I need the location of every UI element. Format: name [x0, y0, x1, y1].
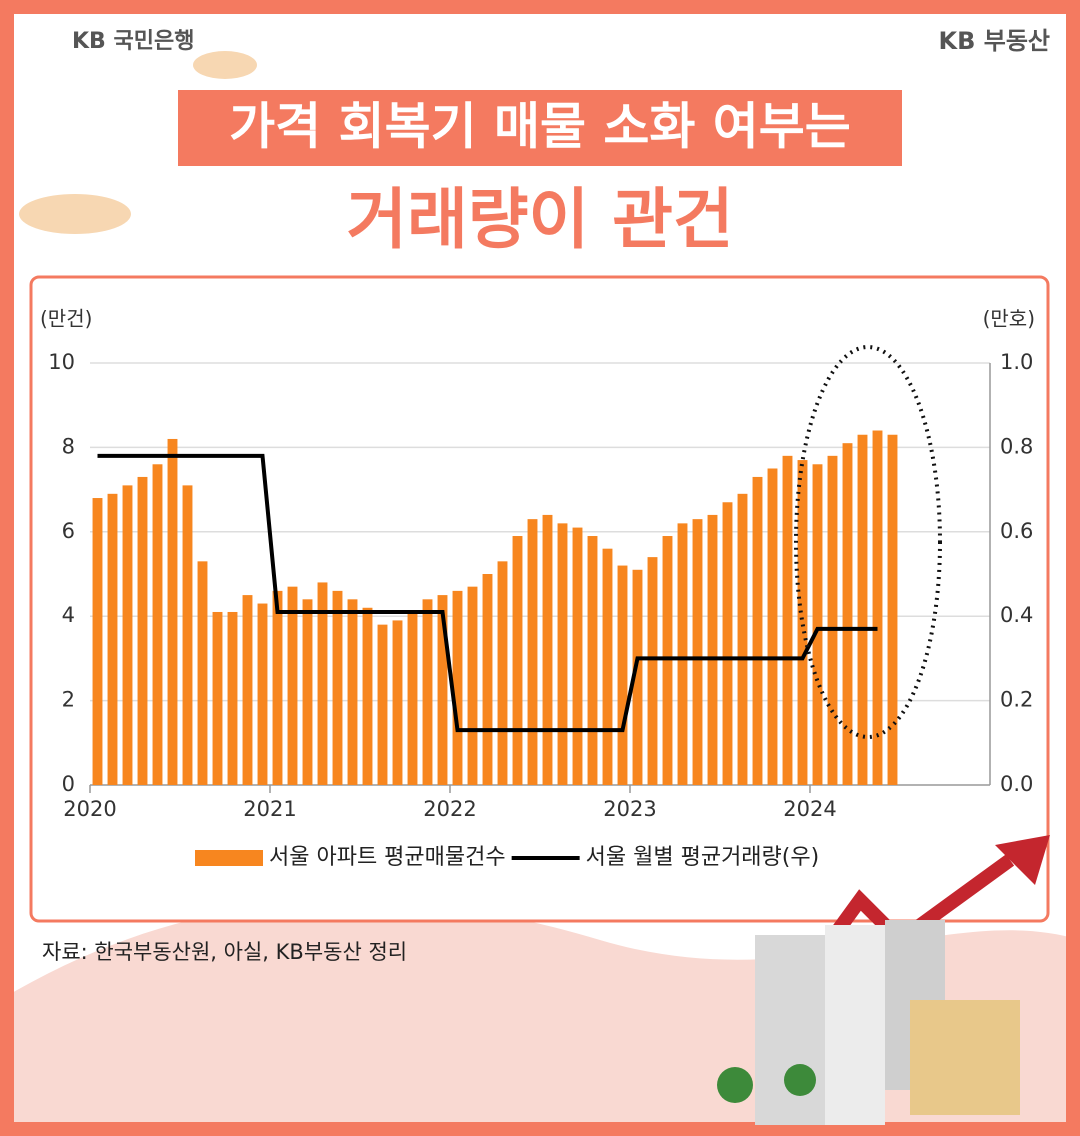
bar: [782, 455, 793, 785]
bar: [617, 565, 628, 785]
bar: [602, 548, 613, 785]
building: [825, 925, 885, 1125]
bar: [662, 536, 673, 785]
y2-tick-label: 0.2: [1000, 688, 1033, 712]
legend-label: 서울 월별 평균거래량(우): [586, 845, 820, 870]
bar: [647, 557, 658, 785]
bar: [632, 569, 643, 785]
x-tick-label: 2020: [63, 797, 116, 821]
bar: [707, 514, 718, 785]
bar: [212, 611, 223, 785]
bar: [107, 493, 118, 785]
bar: [812, 464, 823, 785]
title-line2: 거래량이 관건: [346, 181, 733, 258]
bar: [332, 590, 343, 785]
bar: [257, 603, 268, 785]
bar: [437, 595, 448, 785]
bar: [857, 434, 868, 785]
bar: [692, 519, 703, 785]
bar: [407, 611, 418, 785]
building: [755, 935, 825, 1125]
bar: [677, 523, 688, 785]
bar: [302, 599, 313, 785]
left-logo: KB 국민은행: [72, 29, 194, 54]
bar: [377, 624, 388, 785]
bar: [242, 595, 253, 785]
bar: [872, 430, 883, 785]
bar: [542, 514, 553, 785]
y2-unit: (만호): [983, 307, 1035, 331]
bar: [167, 438, 178, 785]
bar: [452, 590, 463, 785]
x-tick-label: 2024: [783, 797, 836, 821]
highlight-ellipse: [794, 345, 942, 739]
bar: [227, 611, 238, 785]
bar: [527, 519, 538, 785]
bar: [137, 476, 148, 785]
line: [97, 453, 878, 733]
x-tick-label: 2021: [243, 797, 296, 821]
source: 자료: 한국부동산원, 아실, KB부동산 정리: [42, 940, 407, 964]
x-tick-label: 2022: [423, 797, 476, 821]
y-tick-label: 2: [62, 688, 75, 712]
y2-tick-label: 1.0: [1000, 350, 1033, 374]
bar: [347, 599, 358, 785]
y-unit: (만건): [40, 307, 92, 331]
tree: [717, 1067, 753, 1103]
bar: [767, 468, 778, 785]
bar: [287, 586, 298, 785]
bar: [842, 443, 853, 785]
right-logo: KB 부동산: [939, 27, 1051, 55]
bar: [92, 498, 103, 785]
bar: [392, 620, 403, 785]
title-line1: 가격 회복기 매물 소화 여부는: [229, 98, 851, 156]
bar: [362, 607, 373, 785]
bar: [722, 502, 733, 785]
title-band: [178, 90, 902, 166]
bar: [467, 586, 478, 785]
y-tick-label: 4: [62, 603, 75, 627]
illustration: [717, 835, 1050, 1125]
legend-swatch: [195, 850, 263, 866]
chart-box: [29, 275, 1050, 923]
bar: [887, 434, 898, 785]
coin: [19, 194, 131, 234]
bar: [572, 527, 583, 785]
bar: [587, 536, 598, 785]
y-tick-label: 0: [62, 772, 75, 796]
arrow-head: [995, 835, 1050, 885]
tree: [784, 1064, 816, 1096]
y-tick-label: 10: [48, 350, 75, 374]
y-tick-label: 8: [62, 434, 75, 458]
y2-tick-label: 0.6: [1000, 519, 1033, 543]
y-tick-label: 6: [62, 519, 75, 543]
y2-tick-label: 0.8: [1000, 434, 1033, 458]
legend-label: 서울 아파트 평균매물건수: [269, 845, 506, 870]
x-tick-label: 2023: [603, 797, 656, 821]
bar: [122, 485, 133, 785]
bar: [272, 590, 283, 785]
bar: [557, 523, 568, 785]
bar: [422, 599, 433, 785]
y2-tick-label: 0.0: [1000, 772, 1033, 796]
bar: [827, 455, 838, 785]
coin: [193, 51, 257, 79]
bar: [152, 464, 163, 785]
bar: [197, 561, 208, 785]
money-stack: [910, 1000, 1020, 1115]
bar: [797, 460, 808, 785]
bar: [182, 485, 193, 785]
bar: [737, 493, 748, 785]
y2-tick-label: 0.4: [1000, 603, 1033, 627]
bar: [482, 574, 493, 785]
bar: [512, 536, 523, 785]
bar: [497, 561, 508, 785]
bar: [317, 582, 328, 785]
bar: [752, 476, 763, 785]
